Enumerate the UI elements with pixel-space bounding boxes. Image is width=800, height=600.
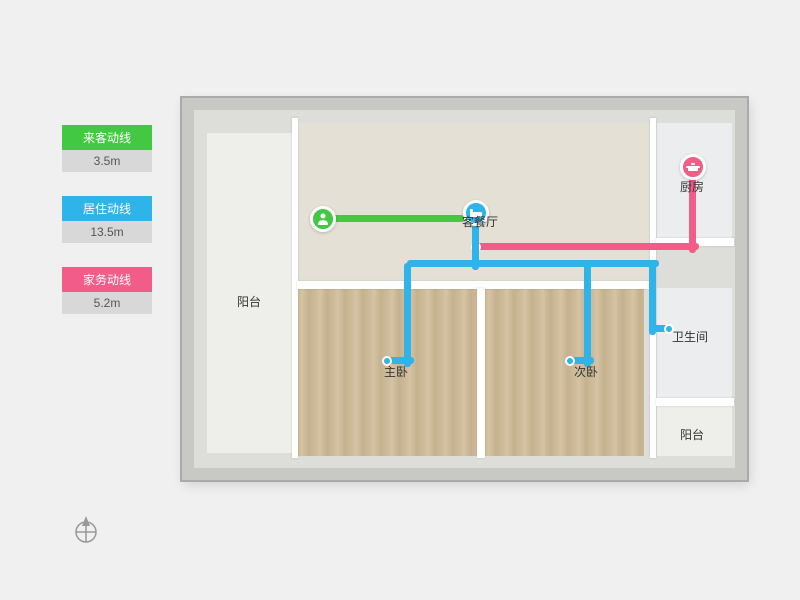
legend-label: 来客动线 [62, 125, 152, 150]
path-segment [404, 263, 411, 367]
legend-value: 5.2m [62, 292, 152, 314]
room-label-kitchen: 厨房 [680, 178, 704, 195]
floorplan: 阳台客餐厅厨房主卧次卧卫生间阳台 [182, 98, 747, 480]
legend-item-housework: 家务动线 5.2m [62, 267, 152, 314]
room-second-bed [484, 288, 644, 456]
room-label-bathroom: 卫生间 [672, 328, 708, 345]
legend-value: 13.5m [62, 221, 152, 243]
legend-label: 家务动线 [62, 267, 152, 292]
path-segment [584, 263, 591, 367]
legend-value: 3.5m [62, 150, 152, 172]
path-segment [475, 243, 699, 250]
wall [477, 288, 485, 458]
path-segment [322, 215, 464, 222]
legend-item-living: 居住动线 13.5m [62, 196, 152, 243]
room-label-second-bed: 次卧 [574, 363, 598, 380]
guest-start-icon [310, 206, 336, 232]
room-label-living: 客餐厅 [462, 213, 498, 230]
compass-icon [68, 510, 104, 546]
room-label-master-bed: 主卧 [384, 363, 408, 380]
legend: 来客动线 3.5m 居住动线 13.5m 家务动线 5.2m [62, 125, 152, 338]
path-segment [407, 260, 659, 267]
legend-label: 居住动线 [62, 196, 152, 221]
room-label-balcony-right: 阳台 [680, 426, 704, 443]
legend-item-guest: 来客动线 3.5m [62, 125, 152, 172]
wall [297, 281, 652, 289]
wall [656, 398, 734, 406]
room-label-balcony-left: 阳台 [237, 293, 261, 310]
housework-start-icon [680, 154, 706, 180]
